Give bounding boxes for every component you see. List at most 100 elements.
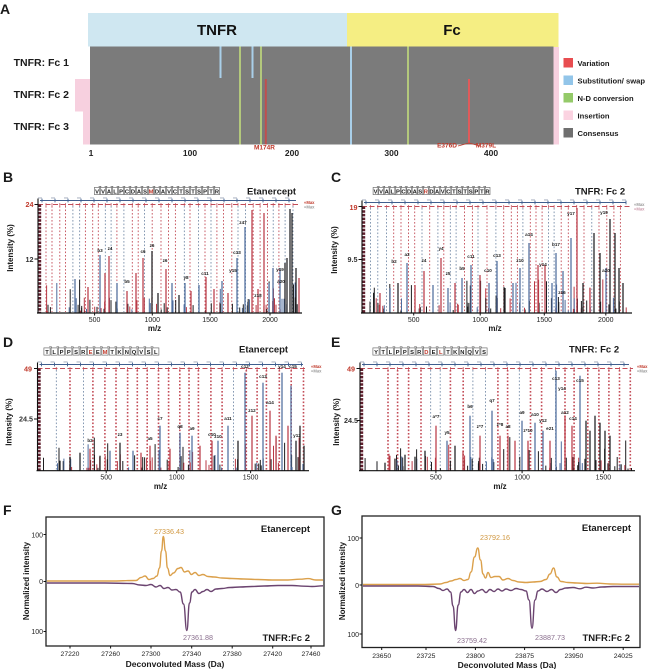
svg-text:27220: 27220 — [61, 651, 80, 658]
svg-text:m/z: m/z — [493, 482, 506, 491]
svg-text:M: M — [103, 350, 108, 356]
svg-text:«Max: «Max — [634, 202, 645, 207]
svg-text:«Max: «Max — [311, 369, 322, 374]
svg-text:2000: 2000 — [598, 317, 614, 324]
svg-text:z10: z10 — [516, 258, 524, 263]
svg-text:b6: b6 — [467, 404, 473, 409]
svg-text:C: C — [125, 190, 130, 196]
svg-text:«Max: «Max — [311, 364, 322, 369]
svg-text:K: K — [117, 350, 122, 356]
svg-text:S: S — [418, 190, 422, 196]
svg-text:D: D — [424, 350, 428, 356]
svg-text:m/z: m/z — [488, 324, 501, 333]
svg-text:Normalized intensity: Normalized intensity — [22, 541, 31, 620]
svg-text:S: S — [143, 190, 147, 196]
svg-text:1000: 1000 — [169, 475, 185, 482]
svg-text:T: T — [452, 190, 456, 196]
svg-text:y15: y15 — [229, 268, 237, 273]
svg-text:y4: y4 — [438, 246, 444, 251]
svg-text:M174R: M174R — [254, 145, 275, 152]
svg-text:a12: a12 — [561, 410, 569, 415]
svg-text:P: P — [119, 190, 123, 196]
svg-text:a20: a20 — [602, 268, 610, 273]
svg-text:z5: z5 — [446, 271, 451, 276]
svg-text:Variation: Variation — [578, 59, 610, 68]
svg-text:z12: z12 — [248, 408, 256, 413]
svg-text:L: L — [391, 190, 395, 196]
svg-text:b17: b17 — [552, 242, 560, 247]
svg-text:m/z: m/z — [148, 324, 161, 333]
svg-text:B: B — [3, 169, 13, 185]
svg-text:b5: b5 — [124, 279, 130, 284]
svg-text:V: V — [475, 350, 479, 356]
svg-text:S: S — [147, 350, 151, 356]
svg-text:y12: y12 — [293, 433, 301, 438]
svg-text:C: C — [446, 190, 451, 196]
svg-text:27300: 27300 — [142, 651, 161, 658]
svg-text:V: V — [139, 350, 143, 356]
svg-text:R: R — [417, 350, 422, 356]
svg-text:V: V — [441, 190, 445, 196]
svg-text:z*8: z*8 — [497, 422, 504, 427]
svg-text:A: A — [107, 190, 112, 196]
svg-text:L: L — [113, 190, 117, 196]
svg-text:q7: q7 — [489, 398, 495, 403]
svg-text:27460: 27460 — [302, 651, 321, 658]
svg-text:L: L — [389, 350, 393, 356]
svg-text:R: R — [81, 350, 86, 356]
svg-text:Etanercept: Etanercept — [247, 187, 297, 198]
svg-text:1500: 1500 — [243, 475, 259, 482]
svg-text:0: 0 — [355, 583, 359, 590]
svg-text:S: S — [469, 190, 473, 196]
svg-text:100: 100 — [183, 148, 197, 158]
svg-text:T: T — [209, 190, 213, 196]
svg-text:27380: 27380 — [223, 651, 242, 658]
svg-text:T: T — [381, 350, 385, 356]
svg-text:N: N — [460, 350, 464, 356]
svg-text:e21: e21 — [546, 426, 554, 431]
svg-text:D: D — [407, 190, 411, 196]
svg-text:23887.73: 23887.73 — [535, 633, 565, 642]
svg-text:Y: Y — [374, 350, 378, 356]
svg-text:y17: y17 — [567, 211, 575, 216]
svg-text:1000: 1000 — [145, 317, 161, 324]
svg-text:c14: c14 — [569, 416, 577, 421]
svg-text:V: V — [167, 190, 171, 196]
svg-text:c11: c11 — [467, 254, 475, 259]
svg-text:100: 100 — [347, 536, 359, 543]
svg-text:y8: y8 — [183, 275, 189, 280]
svg-text:P: P — [396, 350, 400, 356]
svg-text:E: E — [96, 350, 100, 356]
svg-text:49: 49 — [24, 365, 32, 374]
svg-text:c13: c13 — [552, 376, 560, 381]
svg-text:23650: 23650 — [372, 653, 391, 660]
svg-text:R: R — [215, 190, 220, 196]
svg-text:24025: 24025 — [614, 653, 633, 660]
svg-text:500: 500 — [89, 317, 101, 324]
svg-text:M379L: M379L — [476, 143, 496, 150]
svg-text:27361.88: 27361.88 — [183, 633, 213, 642]
svg-text:100: 100 — [347, 632, 359, 639]
svg-text:E376D: E376D — [437, 143, 457, 150]
svg-text:Etanercept: Etanercept — [239, 345, 289, 356]
svg-text:a9: a9 — [519, 410, 525, 415]
svg-text:«Max: «Max — [637, 364, 648, 369]
svg-text:c11: c11 — [201, 271, 209, 276]
svg-text:c13: c13 — [233, 250, 241, 255]
svg-text:P: P — [474, 190, 478, 196]
svg-text:Intensity (%): Intensity (%) — [6, 224, 15, 272]
svg-text:27420: 27420 — [263, 651, 282, 658]
svg-text:23950: 23950 — [564, 653, 583, 660]
svg-text:a5: a5 — [147, 436, 153, 441]
svg-text:500: 500 — [100, 475, 112, 482]
svg-text:S: S — [185, 190, 189, 196]
svg-text:z18: z18 — [254, 293, 262, 298]
svg-text:Substitution/ swap: Substitution/ swap — [578, 77, 646, 86]
svg-text:a8: a8 — [505, 424, 511, 429]
svg-text:200: 200 — [285, 148, 299, 158]
svg-text:A: A — [161, 190, 166, 196]
svg-text:c15: c15 — [289, 364, 297, 369]
svg-text:a14: a14 — [266, 400, 274, 405]
svg-text:a10: a10 — [531, 412, 539, 417]
svg-text:500: 500 — [430, 475, 442, 482]
